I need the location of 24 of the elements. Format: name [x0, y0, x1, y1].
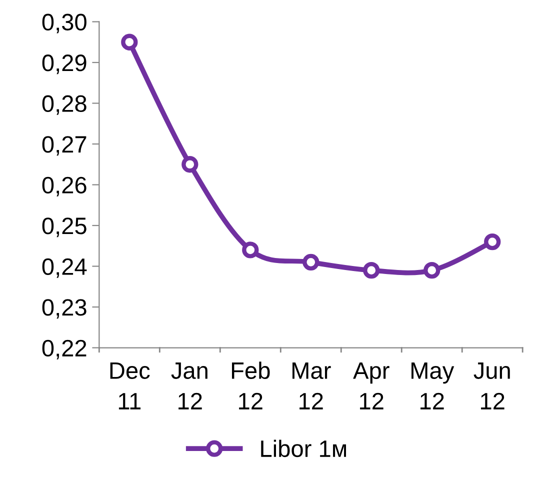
point — [121, 34, 138, 50]
x-tick-label: May 12 — [412, 362, 454, 410]
y-tick-label: 0,25 — [42, 218, 86, 238]
x-tick-label: Feb 12 — [232, 362, 270, 410]
point — [302, 254, 320, 271]
y-tick-label: 0,28 — [42, 95, 86, 115]
x-tick-label: Jan 12 — [171, 362, 208, 410]
legend-label: Libor 1м — [261, 440, 346, 458]
point — [182, 156, 198, 173]
x-tick-label: Apr 12 — [353, 362, 390, 410]
y-tick-label: 0,26 — [42, 176, 86, 196]
x-tick-label: Mar 12 — [292, 362, 331, 410]
y-tick-label: 0,29 — [42, 54, 86, 74]
point — [242, 242, 259, 258]
point — [424, 262, 440, 279]
y-tick-label: 0,23 — [42, 299, 86, 319]
y-tick-label: 0,30 — [42, 14, 86, 34]
y-tick-label: 0,24 — [42, 258, 87, 278]
point — [484, 233, 501, 250]
y-tick-label: 0,27 — [42, 136, 86, 156]
x-tick-label: Jun 12 — [474, 362, 510, 410]
x-tick-label: Dec 11 — [110, 362, 150, 410]
y-tick-label: 0,22 — [42, 340, 86, 360]
point — [363, 262, 380, 279]
